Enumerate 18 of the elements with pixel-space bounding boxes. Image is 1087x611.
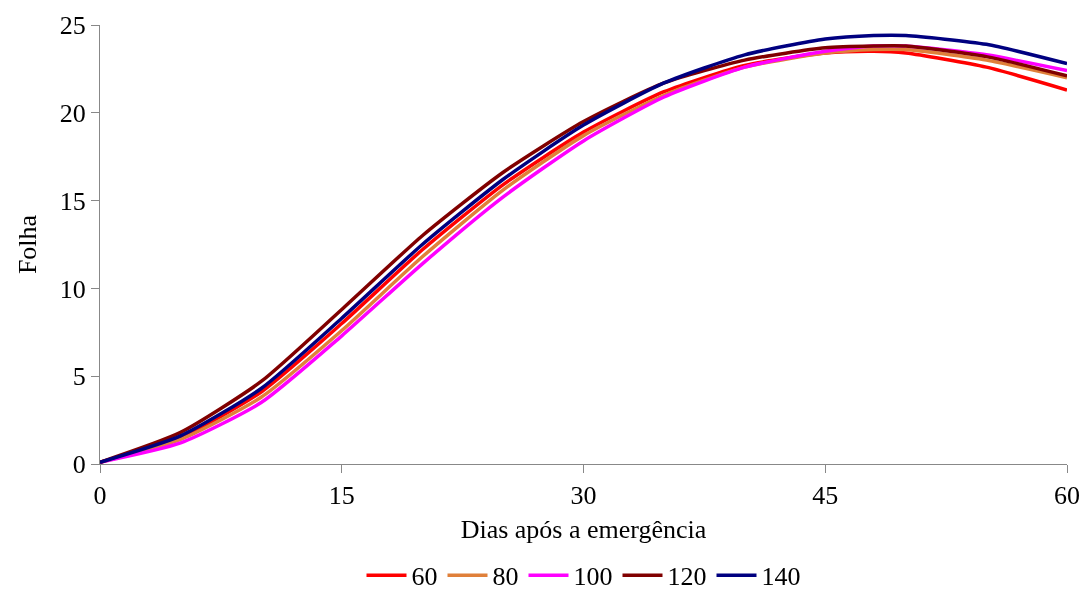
y-tick-label: 5 [72, 362, 86, 392]
legend-label: 140 [761, 562, 801, 592]
legend-label: 100 [573, 562, 613, 592]
x-tick-label: 0 [93, 481, 107, 511]
legend-label: 80 [492, 562, 519, 592]
x-tick-label: 60 [1054, 481, 1080, 511]
x-tick-label: 15 [328, 481, 355, 511]
legend-label: 120 [667, 562, 707, 592]
x-tick-label: 30 [570, 481, 597, 511]
y-tick-label: 25 [59, 11, 86, 41]
legend-label: 60 [411, 562, 438, 592]
x-axis-title: Dias após a emergência [460, 514, 707, 544]
x-tick-label: 45 [812, 481, 839, 511]
y-tick-label: 20 [59, 98, 86, 128]
y-tick-label: 10 [59, 274, 86, 304]
y-axis-title: Folha [13, 214, 43, 275]
y-tick-label: 0 [72, 450, 86, 480]
y-tick-label: 15 [59, 186, 86, 216]
